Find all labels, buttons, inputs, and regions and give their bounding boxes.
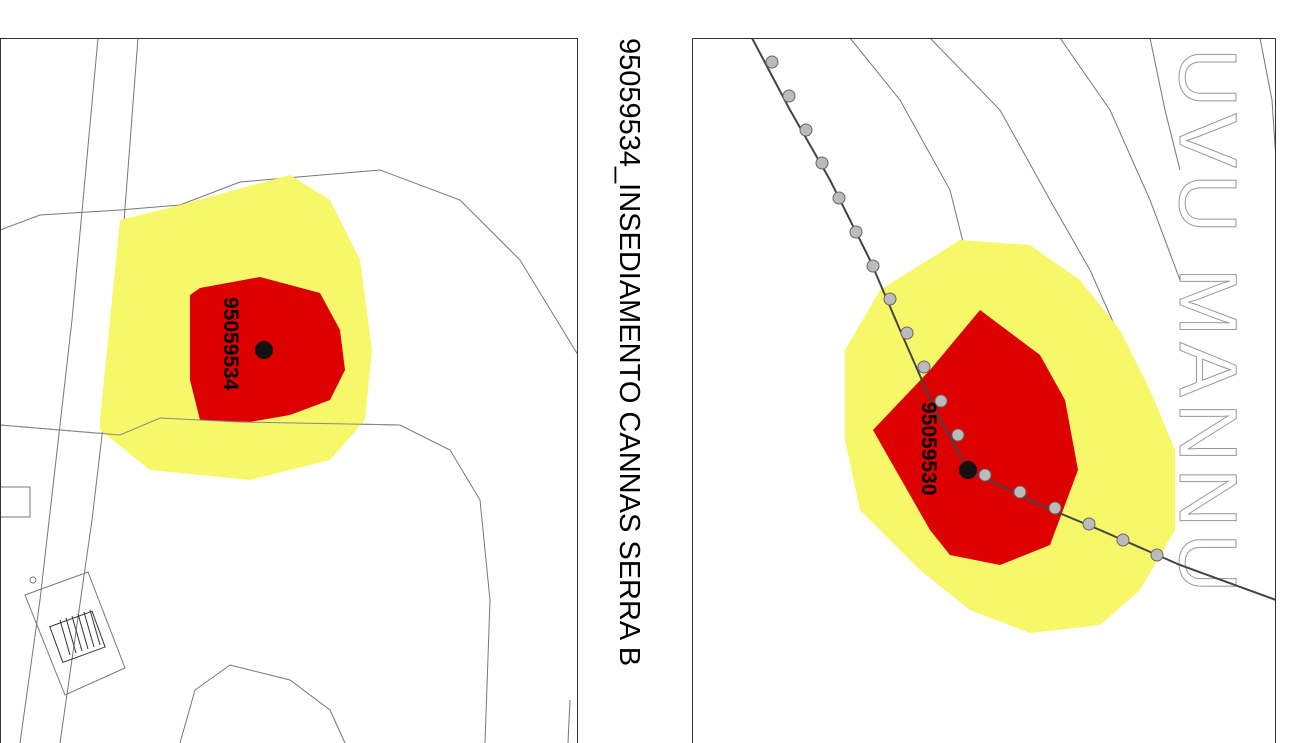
pylon [883, 292, 897, 306]
site-point [959, 461, 977, 479]
site-label: 95059534 [219, 297, 242, 391]
road-edge [19, 38, 99, 743]
contour [567, 699, 571, 743]
point [29, 576, 37, 584]
pylon [832, 191, 846, 205]
contour [1059, 38, 1181, 281]
pylon [1150, 548, 1164, 562]
hatching [59, 609, 101, 656]
right-map: UVU MANNU 95059 [751, 38, 1276, 633]
contour [1149, 38, 1181, 171]
pylon [934, 394, 948, 408]
pylon [849, 225, 863, 239]
pylon [917, 360, 931, 374]
pylon [978, 468, 992, 482]
site-point [255, 341, 273, 359]
contour [0, 169, 578, 356]
pylon [866, 259, 880, 273]
pylon [1082, 517, 1096, 531]
pylon [815, 156, 829, 170]
left-map: 95059534 [0, 38, 578, 743]
left-frame [0, 38, 578, 743]
contour [1259, 38, 1276, 161]
contour [0, 417, 401, 436]
pylon [782, 89, 796, 103]
building [24, 571, 126, 696]
pylon [1013, 485, 1027, 499]
pylons [765, 55, 1164, 562]
right-frame [692, 38, 1276, 743]
pylon [1116, 533, 1130, 547]
pylon [799, 123, 813, 137]
pylon [951, 428, 965, 442]
hatched-building [49, 610, 106, 664]
pylon [900, 326, 914, 340]
sheet-title: 95059534_INSEDIAMENTO CANNAS SERRA B [613, 38, 645, 666]
building [0, 486, 31, 518]
contour [179, 664, 346, 743]
place-name: UVU MANNU [1162, 48, 1253, 599]
pylon [1048, 501, 1062, 515]
pylon [765, 55, 779, 69]
site-label: 95059530 [917, 402, 940, 495]
core-zone [873, 310, 1078, 565]
